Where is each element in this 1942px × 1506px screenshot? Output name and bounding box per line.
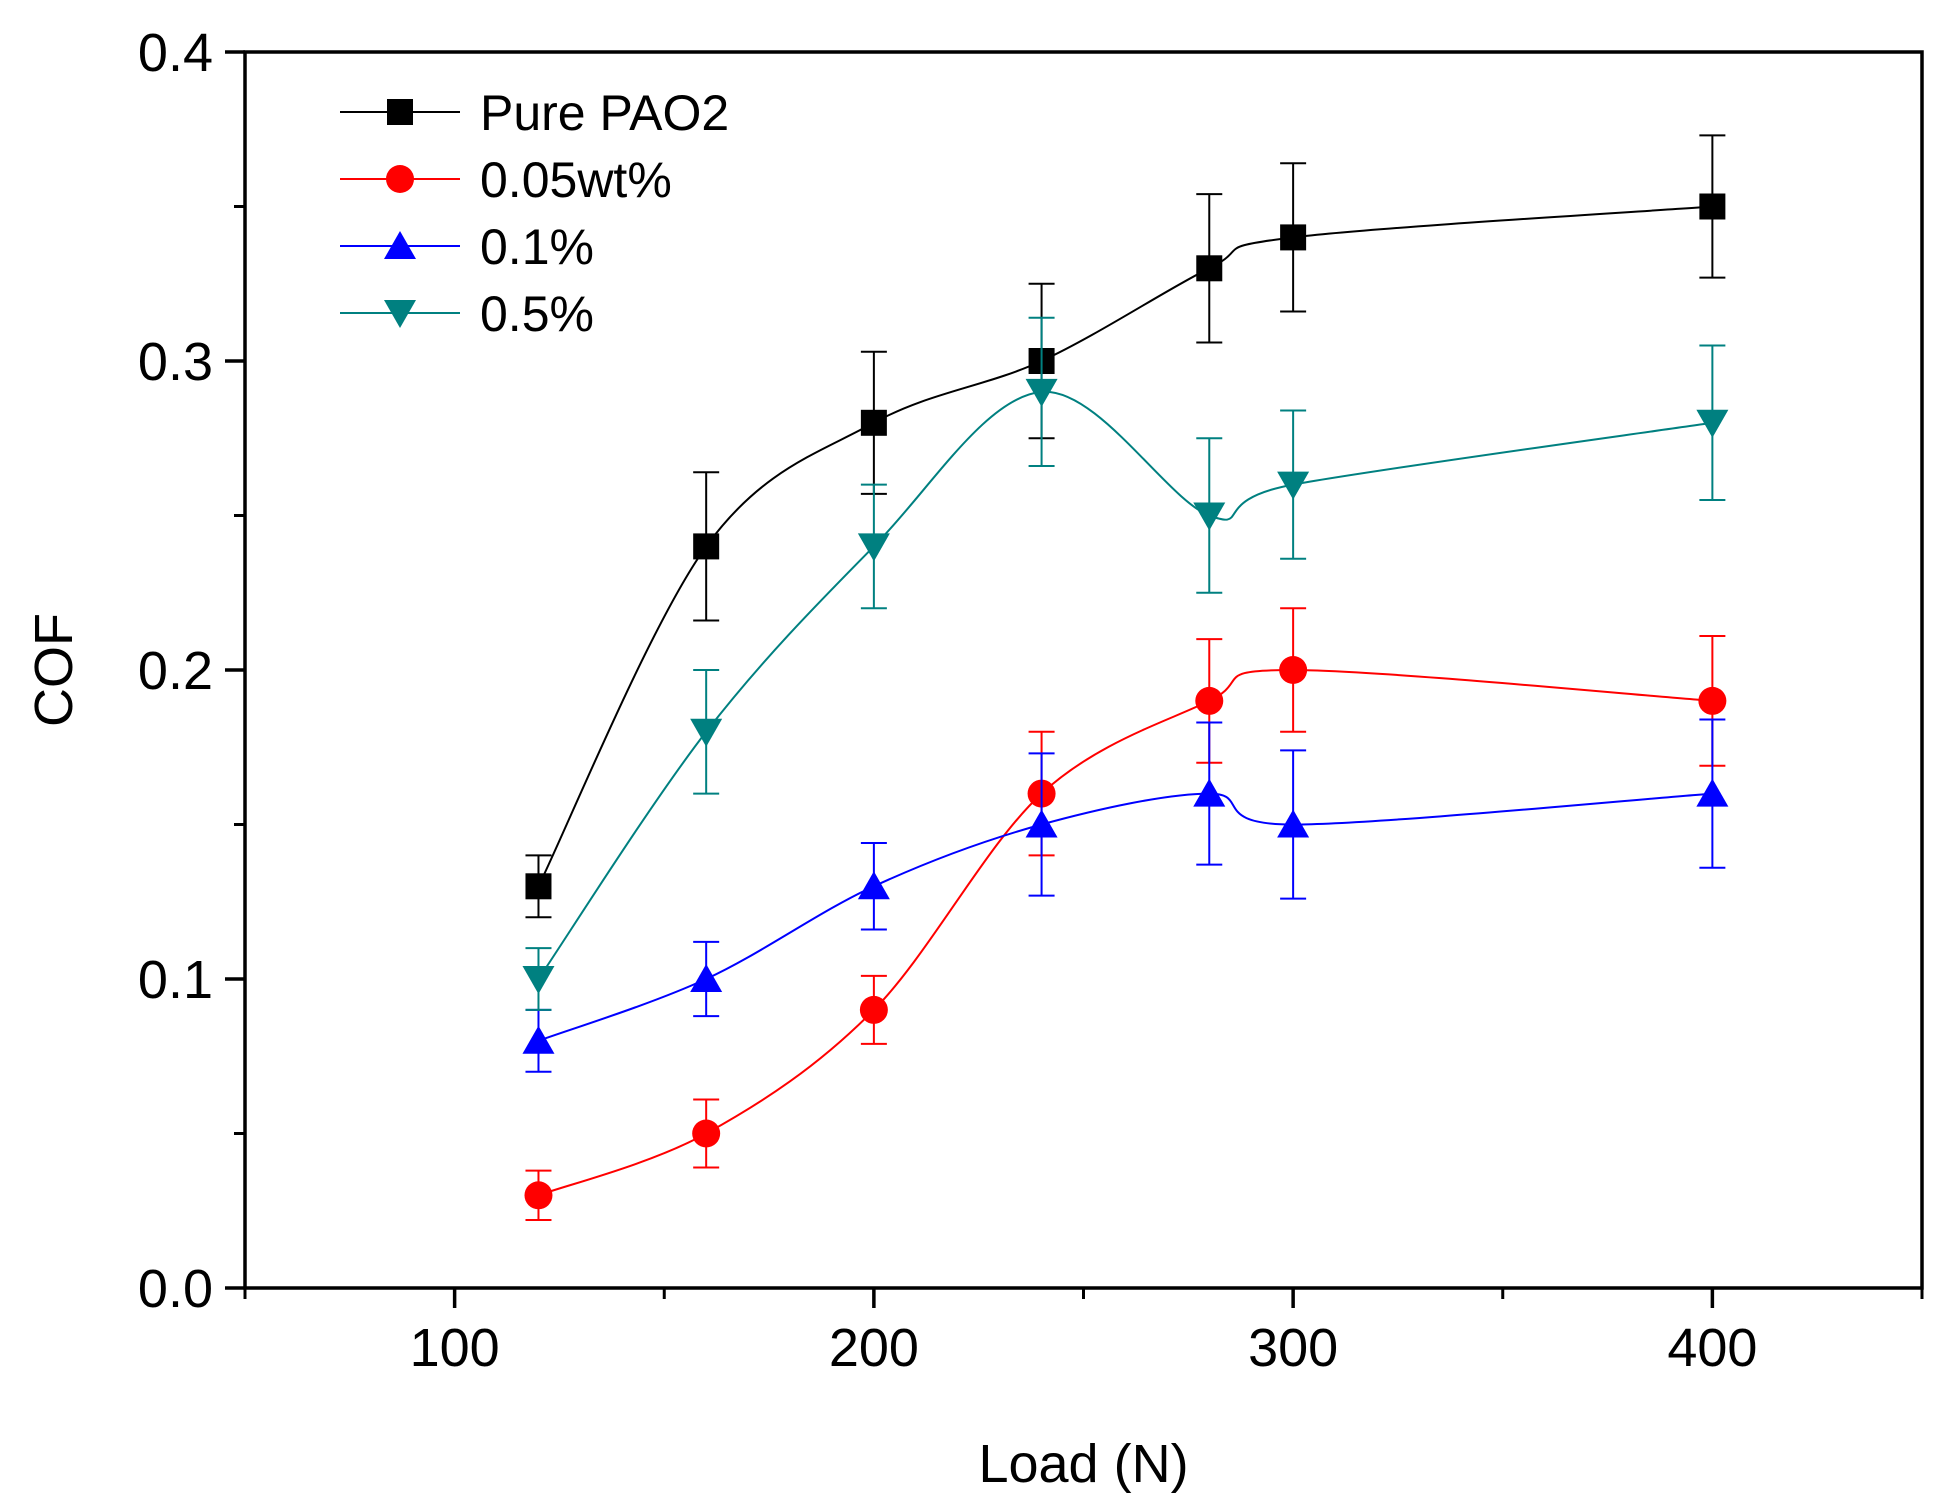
x-tick-label: 400 xyxy=(1667,1318,1757,1378)
data-point xyxy=(692,1119,721,1148)
legend-marker xyxy=(386,165,414,193)
legend-label: 0.05wt% xyxy=(480,152,672,208)
y-tick-label: 0.1 xyxy=(138,950,213,1010)
data-point xyxy=(1025,378,1058,407)
x-tick-label: 300 xyxy=(1248,1318,1338,1378)
data-point xyxy=(1696,778,1729,807)
data-point xyxy=(525,873,552,900)
legend: Pure PAO2 0.05wt% 0.1% 0.5% xyxy=(340,85,729,342)
data-point xyxy=(522,1025,555,1054)
data-point xyxy=(1277,809,1310,838)
legend-marker xyxy=(384,300,416,328)
data-point xyxy=(857,533,890,562)
data-point xyxy=(1277,471,1310,500)
legend-item-3: 0.5% xyxy=(340,286,594,342)
data-point xyxy=(522,966,555,994)
y-axis-title: COF xyxy=(24,613,84,727)
data-point xyxy=(1195,686,1224,715)
data-point xyxy=(1696,409,1729,438)
data-point xyxy=(860,409,887,436)
y-tick-label: 0.0 xyxy=(138,1259,213,1319)
legend-label: 0.5% xyxy=(480,286,594,342)
data-point xyxy=(857,871,890,900)
x-tick-label: 100 xyxy=(410,1318,500,1378)
data-point xyxy=(1193,502,1226,531)
legend-item-2: 0.1% xyxy=(340,219,594,275)
data-point xyxy=(859,995,888,1024)
data-point xyxy=(690,964,723,992)
y-tick-label: 0.3 xyxy=(138,332,213,392)
legend-label: Pure PAO2 xyxy=(480,85,729,141)
data-point xyxy=(1280,224,1307,251)
data-point xyxy=(524,1181,553,1210)
legend-marker xyxy=(384,231,416,259)
series-layer xyxy=(522,134,1729,1222)
series-2 xyxy=(522,718,1729,1073)
data-point xyxy=(1279,656,1308,684)
x-axis-title: Load (N) xyxy=(978,1434,1188,1494)
series-3 xyxy=(522,316,1729,1011)
data-point xyxy=(1025,809,1058,838)
axis-ticks: 0.0 0.1 0.2 0.3 0.4 100 200 300 400 xyxy=(138,23,1924,1378)
x-tick-label: 200 xyxy=(829,1318,919,1378)
y-tick-label: 0.2 xyxy=(138,641,213,701)
legend-marker xyxy=(387,99,413,125)
legend-item-1: 0.05wt% xyxy=(340,152,672,208)
data-point xyxy=(1698,686,1727,715)
data-point xyxy=(693,533,720,560)
legend-label: 0.1% xyxy=(480,219,594,275)
data-point xyxy=(690,718,723,747)
y-tick-label: 0.4 xyxy=(138,23,213,83)
data-point xyxy=(1196,255,1223,282)
data-point xyxy=(1699,193,1726,220)
data-point xyxy=(1193,778,1226,807)
legend-item-0: Pure PAO2 xyxy=(340,85,729,141)
